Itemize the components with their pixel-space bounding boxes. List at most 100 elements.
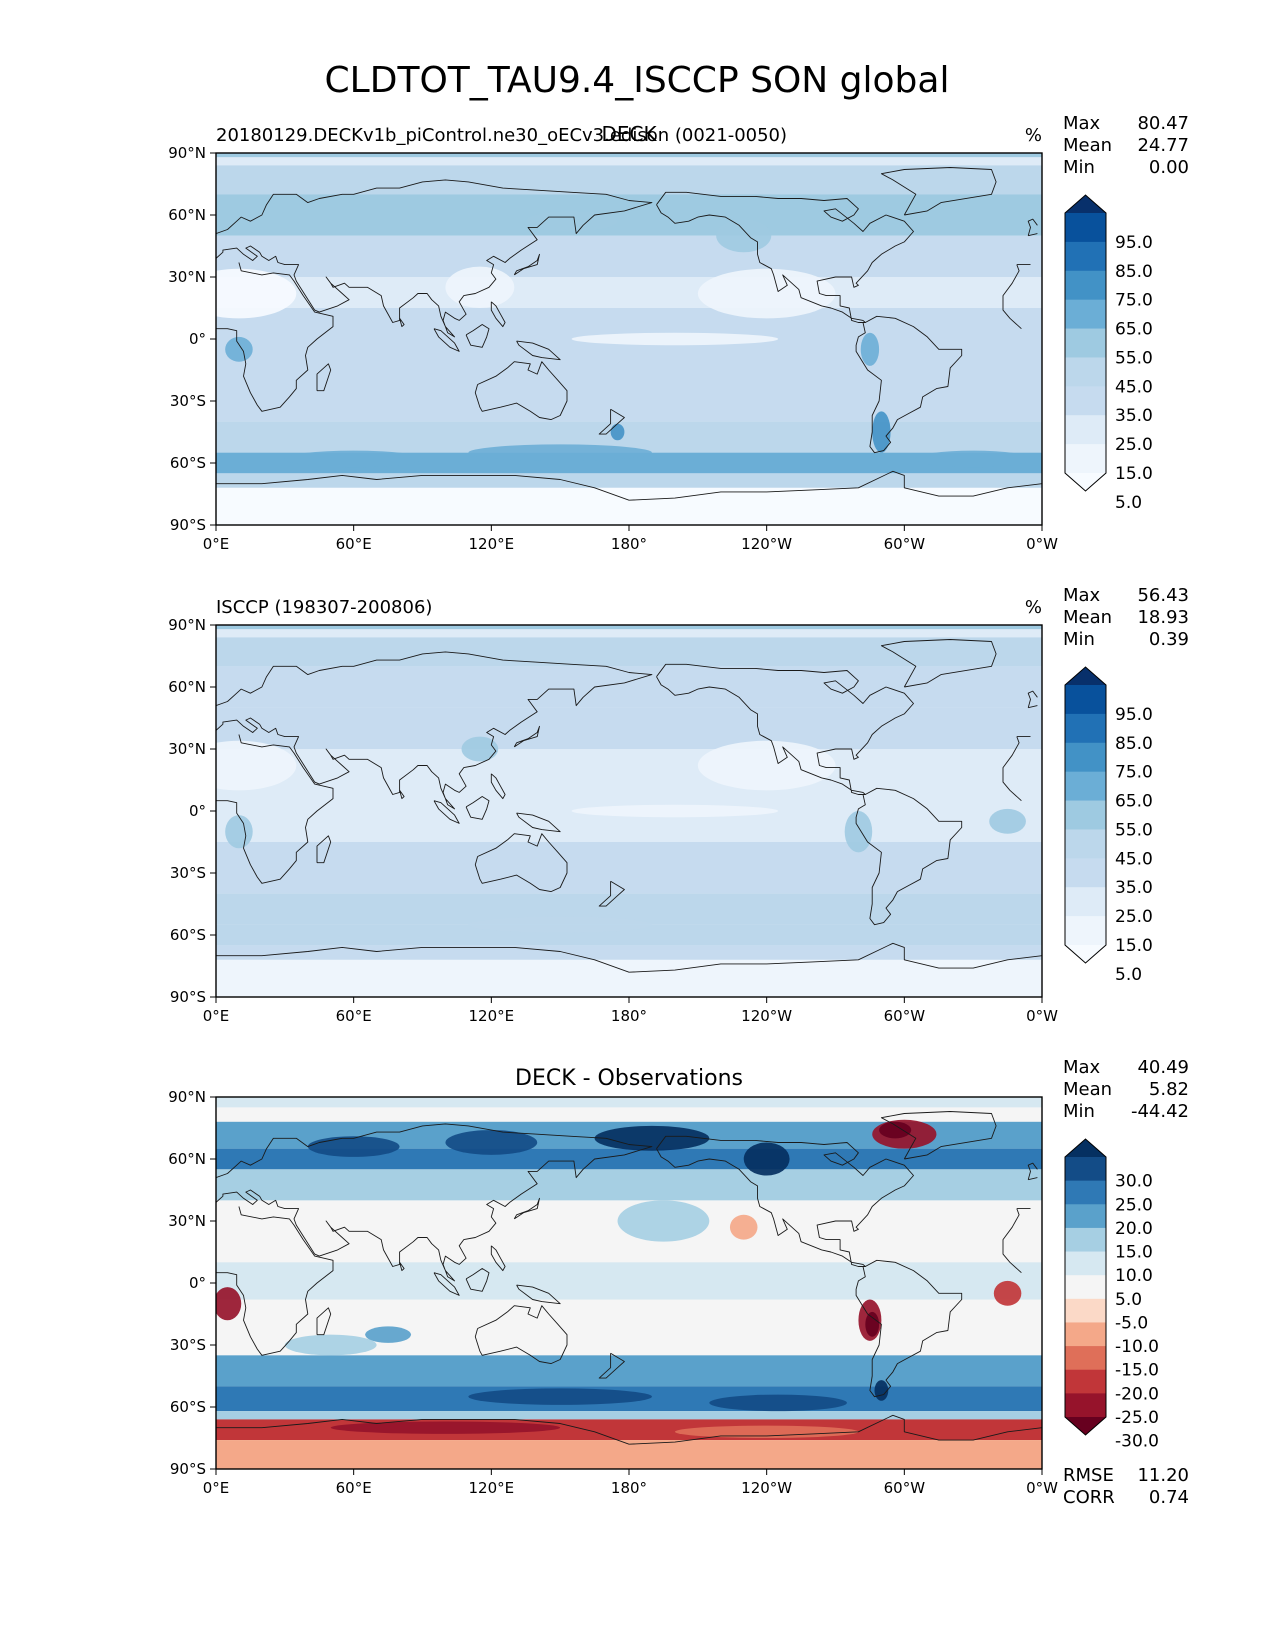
colorbar-outline [1064,194,1107,492]
colorbar-segment [1065,713,1106,744]
lon-tick-label: 120°W [741,1479,792,1497]
field-band [216,277,1042,308]
field-blob [872,411,891,453]
field-band [216,1148,1042,1170]
coastline [880,639,997,688]
colorbar-label: 65.0 [1115,320,1153,340]
lon-tick-label: 120°E [469,1479,515,1497]
colorbar-segment [1065,887,1106,917]
field-band [216,1411,1042,1420]
coastline [598,880,625,907]
field-blob [284,450,423,468]
colorbar-label: -15.0 [1115,1361,1159,1381]
lat-tick-label: 90°N [168,1088,206,1106]
coastline [1027,690,1038,709]
lat-tick-label: 90°S [170,516,206,534]
field-band [216,473,1042,488]
panels: 90°N60°N30°N0°30°S60°S90°S0°E 60°E 120°E 18… [168,113,1189,1508]
stat-value: 5.82 [1149,1079,1189,1100]
colorbar-segment [1065,742,1106,773]
colorbar-extend-top [1065,667,1106,685]
lat-tick-label: 30°S [170,1336,206,1354]
field-blob [594,1125,710,1151]
colorbar-extend-bottom [1065,945,1106,963]
colorbar-segment [1065,1322,1106,1347]
lon-tick-label: 60°W [884,535,926,553]
colorbar-label: 30.0 [1115,1172,1153,1192]
colorbar-segment [1065,1251,1106,1276]
field-band [216,1440,1042,1469]
colorbar-label: 25.0 [1115,1195,1153,1215]
field-blob [468,444,652,461]
stat-label: Max [1063,1057,1101,1078]
lon-tick-label: 60°W [884,1007,926,1025]
field-blob [445,266,515,309]
field-band [216,707,1042,749]
lat-tick-label: 30°N [168,740,206,758]
stat-label: Min [1063,1101,1095,1122]
lat-tick-label: 30°S [170,392,206,410]
coastline [216,942,1042,973]
field-band [216,842,1042,894]
stat-value: 18.93 [1137,607,1189,628]
field-blob [468,916,652,933]
coastline [216,470,1042,501]
panel-units: % [1025,597,1042,618]
field-blob [993,1280,1022,1306]
field-blob [461,736,499,762]
field-blob [617,1200,710,1242]
panel-ref: 90°N 60°N 30°N 0° 30°S 60°S 90°S0°E 60°E 120°E 18… [168,585,1189,1025]
colorbar-label: 85.0 [1115,734,1153,754]
panel-center-label: DECK [601,122,657,146]
colorbar-label: 95.0 [1115,705,1153,725]
coastline [1027,1162,1038,1181]
colorbar-label: -30.0 [1115,1432,1159,1452]
stat-label: Max [1063,113,1101,134]
panel-center-label: DECK - Observations [515,1066,743,1091]
lon-tick-label: 0°E [203,1007,230,1025]
stat-label: Mean [1063,1079,1112,1100]
field-band [216,637,1042,667]
coastline [216,262,1031,412]
field-blob [674,1425,859,1439]
lon-tick-label: 120°E [469,535,515,553]
map-field [216,625,1042,997]
lon-tick-label: 120°W [741,535,792,553]
field-blob [844,811,873,853]
field-blob [697,740,836,791]
colorbar-label: 95.0 [1115,233,1153,253]
lat-tick-label: 60°S [170,1398,206,1416]
field-blob [697,268,836,319]
lon-tick-label: 0°E [203,1479,230,1497]
field-blob [525,210,618,232]
stat-value: 40.49 [1137,1057,1189,1078]
coastline [656,1135,914,1267]
colorbar-segment [1065,415,1106,445]
field-band [216,625,1042,630]
stat-value: -44.42 [1131,1101,1189,1122]
field-blob [307,1136,400,1157]
lat-tick-label: 90°S [170,1460,206,1478]
field-blob [216,268,297,319]
coastline [880,1111,997,1160]
coastline [465,1268,490,1292]
colorbar-label: 35.0 [1115,878,1153,898]
colorbar-segment [1065,1227,1106,1253]
colorbar-label: 5.0 [1115,493,1142,513]
lat-tick-label: 90°N [168,616,206,634]
coastline [216,651,653,810]
field-blob [284,1334,377,1356]
lon-tick-label: 60°E [336,1007,372,1025]
figure-title: CLDTOT_TAU9.4_ISCCP SON global [325,60,950,101]
lon-tick-label: 180° [611,1479,647,1497]
field-band [216,487,1042,525]
colorbar-segment [1065,213,1106,243]
panel-test: 90°N 60°N 30°N 0° 30°S 60°S 90°S0°E 60°E 120°E 18… [168,113,1189,553]
field-blob [445,1130,538,1155]
colorbar-label: 45.0 [1115,849,1153,869]
lon-tick-label: 60°W [884,1479,926,1497]
stat-value: 0.39 [1149,629,1189,650]
colorbar-segment [1065,1346,1106,1371]
lon-tick-label: 120°E [469,1007,515,1025]
